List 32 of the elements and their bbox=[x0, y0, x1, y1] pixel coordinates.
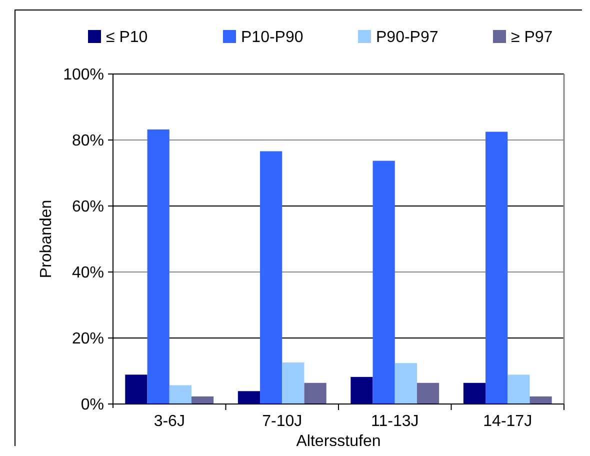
legend-label: P10-P90 bbox=[241, 29, 304, 46]
bar bbox=[147, 129, 170, 404]
y-tick-label: 100% bbox=[63, 66, 104, 84]
bar bbox=[191, 396, 214, 404]
legend-label: P90-P97 bbox=[376, 29, 438, 46]
bar bbox=[394, 363, 417, 404]
bar bbox=[350, 376, 373, 404]
bar bbox=[282, 362, 304, 404]
y-axis-title: Probanden bbox=[38, 200, 55, 278]
x-tick-label: 7-10J bbox=[262, 413, 302, 430]
bar bbox=[416, 382, 440, 404]
x-axis-title: Altersstufen bbox=[296, 433, 381, 450]
bar bbox=[486, 132, 508, 404]
y-tick-label: 60% bbox=[72, 198, 104, 216]
bar bbox=[125, 374, 148, 404]
bar bbox=[508, 374, 530, 404]
bar bbox=[463, 382, 486, 404]
y-tick-label: 80% bbox=[72, 132, 104, 150]
x-tick-label: 11-13J bbox=[371, 413, 419, 430]
bar bbox=[238, 391, 260, 404]
legend-label: ≤ P10 bbox=[106, 29, 148, 46]
bar bbox=[304, 382, 326, 404]
legend-label: ≥ P97 bbox=[511, 29, 553, 46]
bar bbox=[372, 160, 395, 404]
x-tick-label: 3-6J bbox=[154, 413, 185, 430]
y-tick-label: 0% bbox=[80, 396, 104, 414]
x-tick-label: 14-17J bbox=[483, 413, 532, 430]
y-tick-label: 40% bbox=[72, 264, 104, 282]
y-tick-label: 20% bbox=[72, 330, 104, 348]
bar bbox=[260, 151, 282, 404]
bar bbox=[169, 385, 192, 404]
bar bbox=[530, 396, 552, 404]
